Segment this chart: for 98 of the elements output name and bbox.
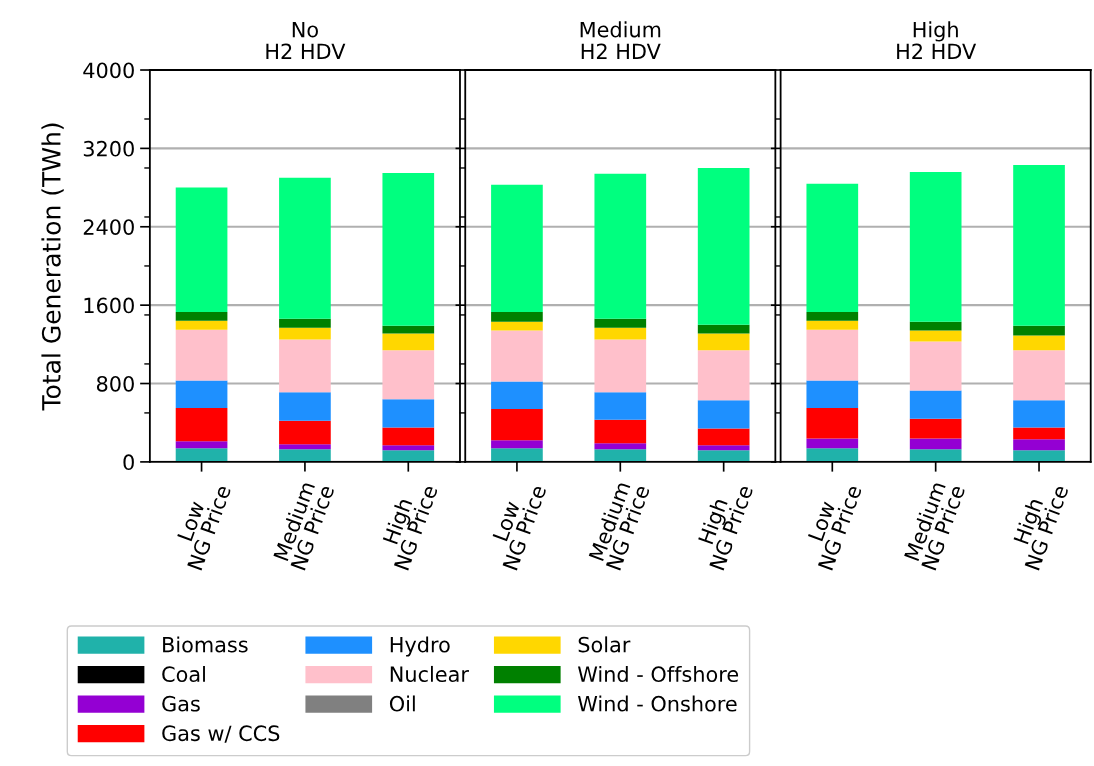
bar — [697, 445, 750, 451]
legend-label: Biomass — [163, 636, 248, 653]
bar — [806, 438, 859, 449]
bar — [491, 440, 543, 449]
x-tick-label: Low NG Price — [177, 484, 232, 571]
bar — [491, 184, 543, 312]
bar — [806, 329, 859, 381]
bar — [909, 418, 962, 439]
chart-title: No H2 HDV — [266, 21, 346, 59]
bar — [909, 390, 962, 419]
y-tick-label: 1600 — [84, 297, 134, 314]
y-tick-label: 2400 — [83, 219, 134, 235]
bar — [491, 330, 543, 382]
bar — [491, 321, 543, 331]
bar — [1013, 325, 1065, 336]
bar — [1013, 165, 1065, 326]
bar — [1013, 439, 1065, 451]
chart-title: High H2 HDV — [897, 21, 977, 59]
x-tick-label: High NG Price — [382, 484, 438, 571]
bar — [382, 399, 435, 428]
legend-label: Coal — [162, 665, 205, 683]
bar — [1013, 335, 1065, 351]
bar — [175, 329, 228, 381]
bar — [491, 408, 543, 441]
bar — [594, 443, 647, 450]
legend-label: Solar — [578, 636, 631, 653]
bar — [279, 177, 331, 319]
bar — [175, 448, 228, 462]
bar — [382, 350, 435, 400]
bar — [491, 448, 543, 462]
bar — [175, 187, 228, 312]
bar — [382, 172, 435, 326]
x-tick-label: High NG Price — [697, 484, 754, 571]
bar — [279, 449, 331, 462]
bar — [175, 380, 228, 409]
bar — [697, 324, 750, 334]
bar — [382, 427, 435, 446]
y-tick-label: 4000 — [83, 62, 134, 79]
bar — [594, 173, 647, 319]
bar — [279, 339, 331, 393]
bar — [806, 320, 859, 330]
bar — [909, 171, 962, 322]
bar — [806, 183, 859, 312]
bar — [175, 441, 228, 449]
y-tick-label: 0 — [123, 454, 134, 471]
bar — [1013, 427, 1065, 440]
bar — [279, 327, 331, 340]
bar — [594, 392, 647, 420]
bar — [909, 449, 962, 462]
bar — [279, 444, 331, 450]
x-tick-label: High NG Price — [1012, 484, 1069, 571]
bar — [909, 438, 962, 450]
bar — [279, 420, 331, 445]
bar — [697, 333, 750, 351]
bar — [382, 325, 435, 334]
bar — [1013, 450, 1065, 462]
bar — [491, 381, 543, 409]
bar — [491, 312, 543, 322]
legend-label: Hydro — [390, 636, 450, 657]
bar — [697, 350, 750, 401]
bar — [594, 339, 647, 393]
bar — [175, 320, 228, 330]
legend-label: Nuclear — [390, 665, 469, 683]
bar — [594, 327, 647, 340]
bar — [697, 450, 750, 462]
bar — [594, 419, 647, 444]
bar — [594, 318, 647, 328]
bar — [697, 428, 750, 446]
bar — [594, 449, 647, 462]
bar — [175, 312, 228, 321]
bar — [1013, 350, 1065, 401]
bar — [382, 445, 435, 451]
bar — [279, 318, 331, 328]
bar — [909, 330, 962, 342]
bar — [175, 408, 228, 442]
bar — [806, 312, 859, 321]
bar — [382, 450, 435, 462]
legend-label: Wind - Offshore — [577, 665, 739, 683]
y-tick-label: 3200 — [83, 140, 134, 157]
bar — [909, 341, 962, 391]
legend-label: Wind - Onshore — [577, 695, 737, 712]
legend-label: Oil — [389, 695, 415, 712]
bar — [697, 167, 750, 325]
legend-label: Gas w/ CCS — [162, 725, 280, 743]
bar — [382, 333, 435, 351]
y-tick-label: 800 — [96, 375, 134, 392]
bar — [806, 408, 859, 439]
chart-title: Medium H2 HDV — [580, 21, 661, 59]
legend-label: Gas — [162, 695, 200, 712]
bar — [806, 448, 859, 462]
bar — [1013, 400, 1065, 428]
bar — [806, 380, 859, 409]
x-tick-label: Low NG Price — [492, 484, 547, 571]
y-axis-title: Total Generation (TWh) — [41, 123, 64, 411]
bar — [697, 400, 750, 429]
x-tick-label: Low NG Price — [808, 484, 862, 571]
bar — [279, 392, 331, 421]
bar — [909, 321, 962, 331]
